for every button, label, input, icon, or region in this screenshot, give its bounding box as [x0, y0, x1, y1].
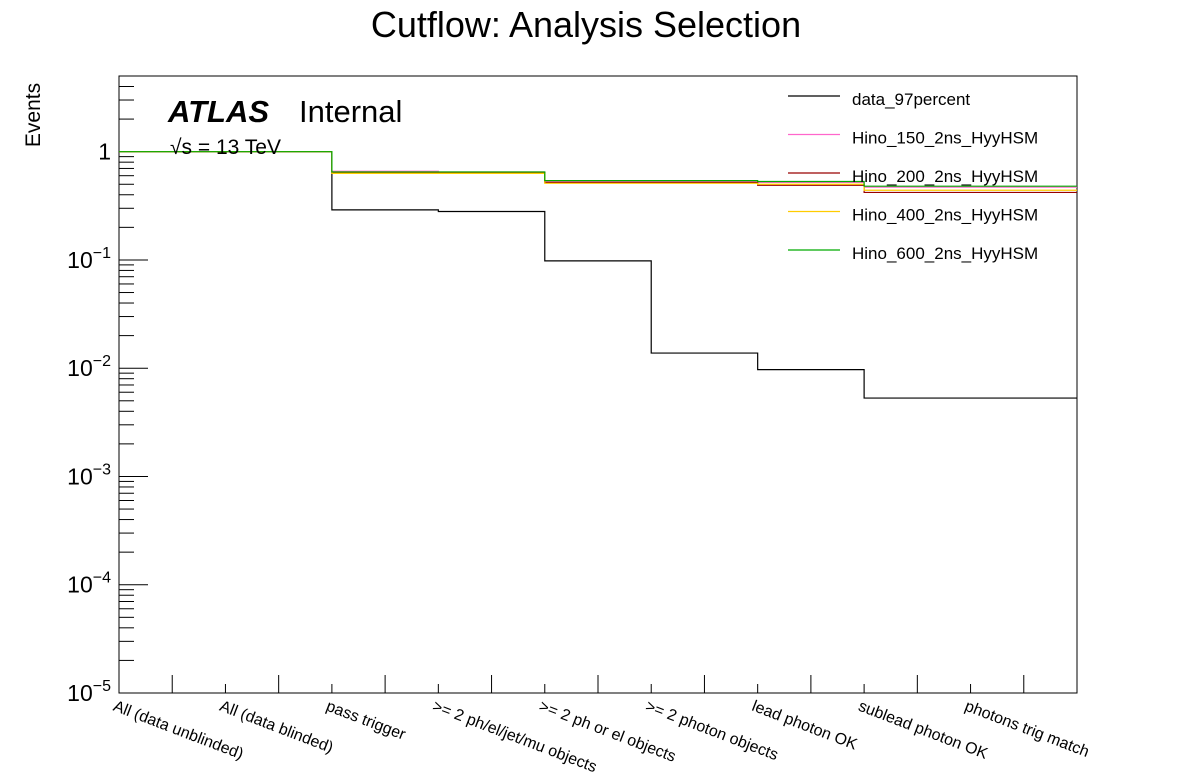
y-tick-label: 1	[98, 139, 111, 165]
series-hino-600-2ns-hyyhsm	[119, 151, 1077, 187]
atlas-label: ATLAS	[167, 94, 269, 129]
legend-entry: Hino_200_2ns_HyyHSM	[852, 167, 1038, 186]
legend: data_97percent Hino_150_2ns_HyyHSM Hino_20…	[788, 90, 1038, 263]
y-tick-label: 10−1	[67, 245, 111, 273]
legend-entry: Hino_150_2ns_HyyHSM	[852, 129, 1038, 148]
energy-label: √s = 13 TeV	[170, 136, 281, 159]
series-layer	[119, 151, 1077, 399]
legend-entry: data_97percent	[852, 90, 970, 109]
y-tick-label: 10−4	[67, 570, 111, 598]
chart-title: Cutflow: Analysis Selection	[371, 4, 801, 45]
axis-ticks	[119, 75, 1025, 694]
y-tick-label: 10−5	[67, 678, 111, 706]
series-data-97percent	[119, 151, 1077, 399]
y-tick-labels: 10−5 10−4 10−3 10−2 10−1 1	[67, 139, 111, 706]
legend-entry: Hino_400_2ns_HyyHSM	[852, 206, 1038, 225]
legend-entry: Hino_600_2ns_HyyHSM	[852, 244, 1038, 263]
y-tick-label: 10−2	[67, 353, 111, 381]
y-tick-label: 10−3	[67, 461, 111, 489]
atlas-status-label: Internal	[299, 94, 402, 129]
y-axis-label: Events	[22, 83, 45, 147]
